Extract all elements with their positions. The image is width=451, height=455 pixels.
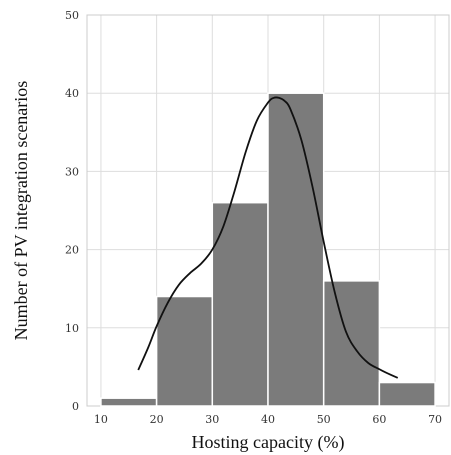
histogram-bar (378, 381, 436, 407)
x-tick-label: 50 (317, 413, 331, 426)
y-tick-label: 50 (65, 9, 79, 22)
x-axis-label: Hosting capacity (%) (192, 432, 345, 453)
x-tick-labels: 10 20 30 40 50 60 70 (94, 413, 442, 426)
x-tick-label: 40 (261, 413, 275, 426)
y-tick-label: 10 (65, 322, 79, 335)
y-tick-label: 0 (72, 400, 79, 413)
y-tick-label: 30 (65, 165, 79, 178)
y-tick-label: 20 (65, 244, 79, 257)
x-tick-label: 30 (205, 413, 219, 426)
x-tick-label: 70 (428, 413, 442, 426)
histogram-bar (267, 92, 325, 407)
x-tick-label: 60 (372, 413, 386, 426)
histogram-bar (211, 201, 269, 407)
density-curve (137, 96, 399, 379)
y-axis-label: Number of PV integration scenarios (11, 81, 31, 341)
y-tick-labels: 0 10 20 30 40 50 (65, 9, 79, 413)
histogram-bar (100, 397, 158, 407)
histogram-bar (155, 295, 214, 407)
x-tick-label: 20 (150, 413, 164, 426)
y-tick-label: 40 (65, 87, 79, 100)
x-tick-label: 10 (94, 413, 108, 426)
